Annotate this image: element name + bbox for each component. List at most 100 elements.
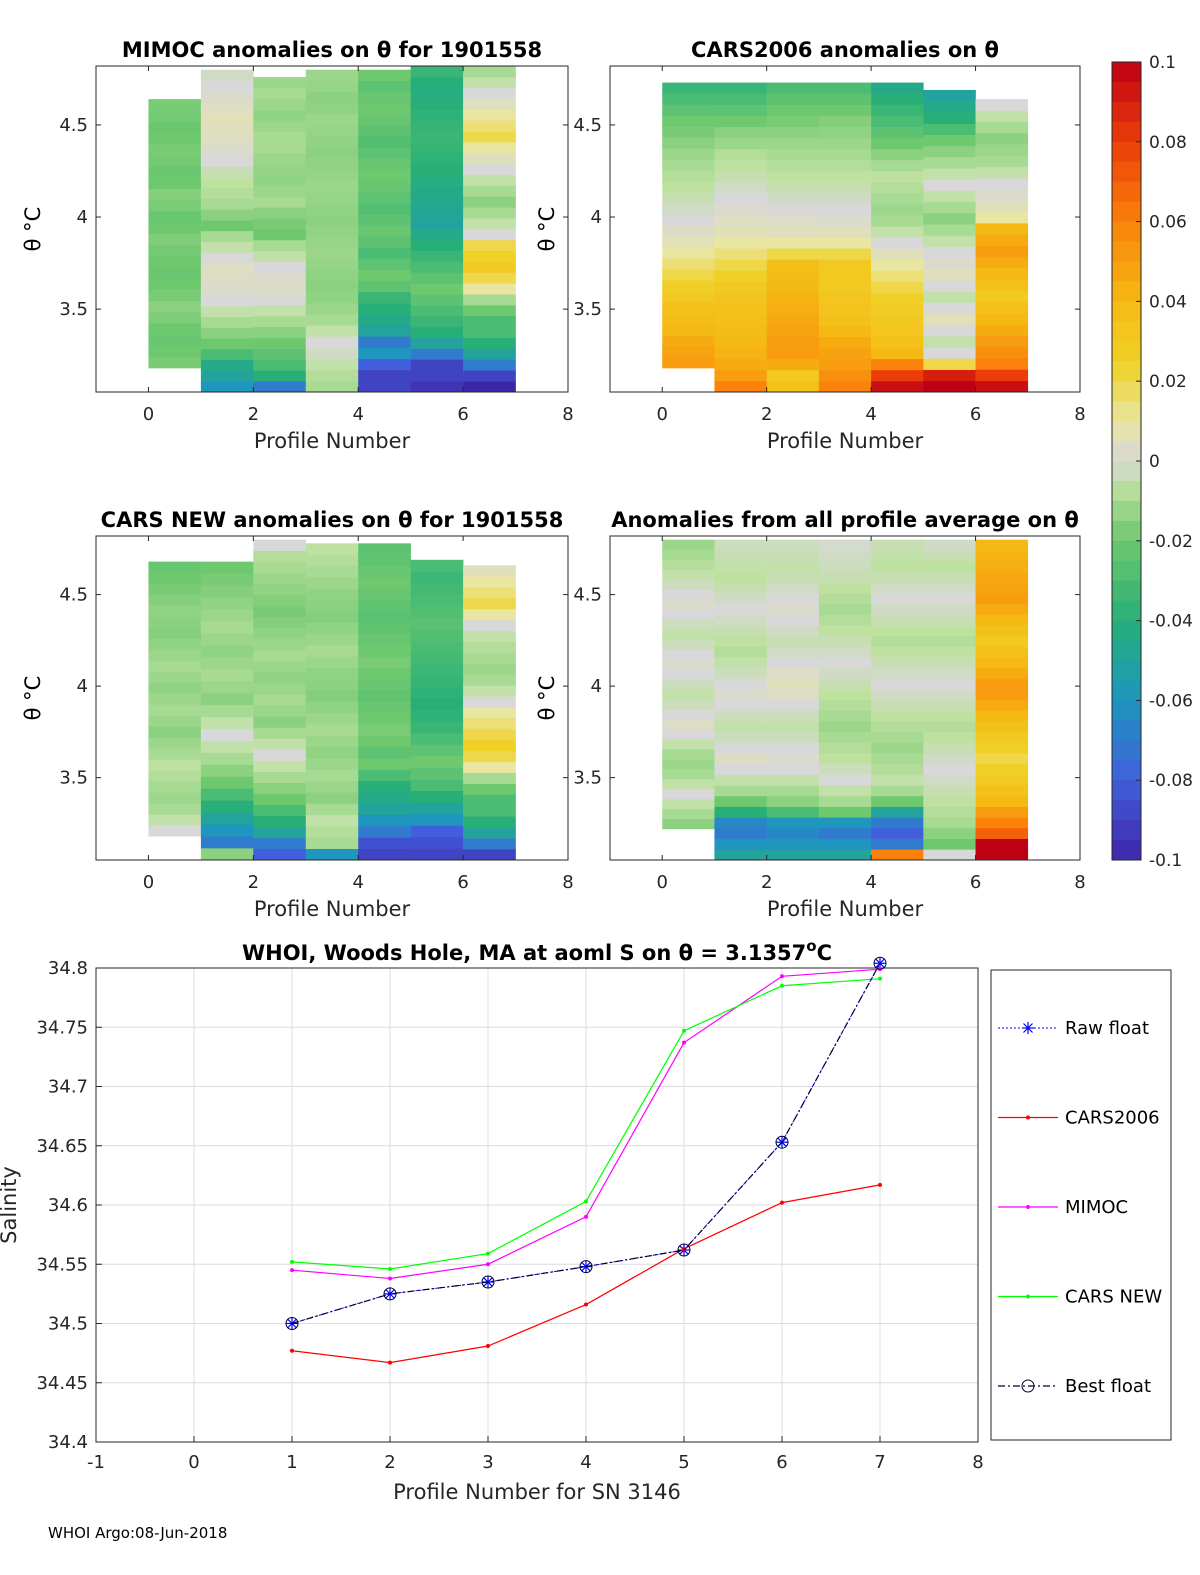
heatmap-cell <box>410 163 464 175</box>
heatmap-cell <box>871 817 924 829</box>
heatmap-cell <box>358 369 411 382</box>
heatmap-cell <box>463 707 516 719</box>
heatmap-cell <box>253 760 307 772</box>
heatmap-cell <box>818 817 872 829</box>
heatmap-cell <box>200 740 254 753</box>
colorbar-tick-label: 0.02 <box>1149 372 1187 392</box>
heatmap-cell <box>871 380 924 393</box>
heatmap-cell <box>200 80 254 92</box>
heatmap-cell <box>714 721 767 733</box>
heatmap-cell <box>871 237 924 249</box>
heatmap-cell <box>148 110 202 122</box>
heatmap-cell <box>200 609 254 622</box>
heatmap-cell <box>358 247 411 259</box>
heatmap-cell <box>662 324 715 336</box>
heatmap-cell <box>200 776 254 789</box>
heatmap-cell <box>148 267 202 279</box>
heatmap-cell <box>662 779 715 790</box>
data-point <box>1026 1294 1030 1299</box>
heatmap-cell <box>410 675 464 688</box>
heatmap-cell <box>463 849 516 861</box>
heatmap-cell <box>410 207 464 219</box>
heatmap-cell <box>305 712 359 725</box>
heatmap-cell <box>148 748 202 760</box>
heatmap-cell <box>410 629 464 641</box>
heatmap-cell <box>463 294 516 306</box>
heatmap-cell <box>818 314 872 326</box>
heatmap-cell <box>975 667 1029 679</box>
heatmap-cell <box>766 358 820 371</box>
heatmap-cell <box>148 715 202 727</box>
colorbar-segment <box>1112 840 1141 861</box>
x-tick-label: 4 <box>580 1452 591 1473</box>
heatmap-cell <box>871 785 924 797</box>
heatmap-cell <box>975 827 1029 839</box>
data-point <box>481 1275 495 1289</box>
x-tick-label: 8 <box>972 1452 983 1473</box>
data-point <box>579 1260 593 1274</box>
heatmap-cell <box>253 261 307 273</box>
heatmap-cell <box>200 327 254 339</box>
heatmap-cell <box>714 635 767 647</box>
x-tick-label: 8 <box>1074 404 1085 425</box>
heatmap-cell <box>975 582 1029 594</box>
heatmap-cell <box>766 539 820 551</box>
y-tick-label: 34.5 <box>48 1314 88 1335</box>
heatmap-cell <box>818 667 872 679</box>
y-tick-label: 34.75 <box>36 1017 88 1038</box>
heatmap-cell <box>148 561 202 573</box>
colorbar-segment <box>1112 600 1141 621</box>
data-point <box>780 974 784 979</box>
heatmap-cell <box>871 303 924 315</box>
heatmap-cell <box>766 721 820 733</box>
heatmap-cell <box>818 625 872 637</box>
heatmap-cell <box>975 223 1029 235</box>
heatmap-cell <box>305 291 359 304</box>
heatmap-cell <box>766 699 820 711</box>
data-point <box>584 1199 588 1204</box>
heatmap-cell <box>766 774 820 786</box>
heatmap-cell <box>818 742 872 754</box>
heatmap-cell <box>200 728 254 741</box>
heatmap-cell <box>662 788 715 800</box>
heatmap-cell <box>818 838 872 850</box>
heatmap-cell <box>358 203 411 215</box>
heatmap-cell <box>714 817 767 829</box>
heatmap-cell <box>253 782 307 795</box>
heatmap-cell <box>871 753 924 765</box>
heatmap-cell <box>358 225 411 237</box>
heatmap-cell <box>358 712 411 725</box>
heatmap-cell <box>714 325 767 338</box>
heatmap-cell <box>305 125 359 137</box>
star-stroke <box>875 958 885 969</box>
colorbar-segment <box>1112 341 1141 362</box>
heatmap-cell <box>358 125 411 137</box>
heatmap-cells <box>662 539 1029 861</box>
heatmap-cell <box>463 565 516 577</box>
heatmap-cell <box>923 806 976 818</box>
heatmap-cell <box>871 115 924 128</box>
colorbar-segment <box>1112 480 1141 502</box>
heatmap-cell <box>923 190 976 203</box>
heatmap-cell <box>662 729 715 740</box>
heatmap-cell <box>975 561 1029 572</box>
colorbar-tick-label: 0.06 <box>1149 213 1187 233</box>
colorbar-segment <box>1112 700 1141 721</box>
heatmap-cell <box>818 582 872 594</box>
heatmap-cell <box>766 817 820 829</box>
heatmap-cell <box>463 152 516 165</box>
colorbar-segment <box>1112 201 1141 222</box>
heatmap-cell <box>923 838 976 850</box>
heatmap-cell <box>305 633 359 646</box>
y-tick-label: 4 <box>77 676 88 697</box>
heatmap-cell <box>148 693 202 705</box>
heatmap-cell <box>714 731 767 743</box>
axes-box <box>609 535 1081 861</box>
heatmap-cell <box>714 104 767 117</box>
colorbar-segment <box>1112 540 1141 562</box>
heatmap-cell <box>253 283 307 295</box>
heatmap-cell <box>923 582 976 594</box>
heatmap-cell <box>305 114 359 126</box>
heatmap-cell <box>463 739 516 752</box>
y-axis-label: θ °C <box>21 207 45 252</box>
